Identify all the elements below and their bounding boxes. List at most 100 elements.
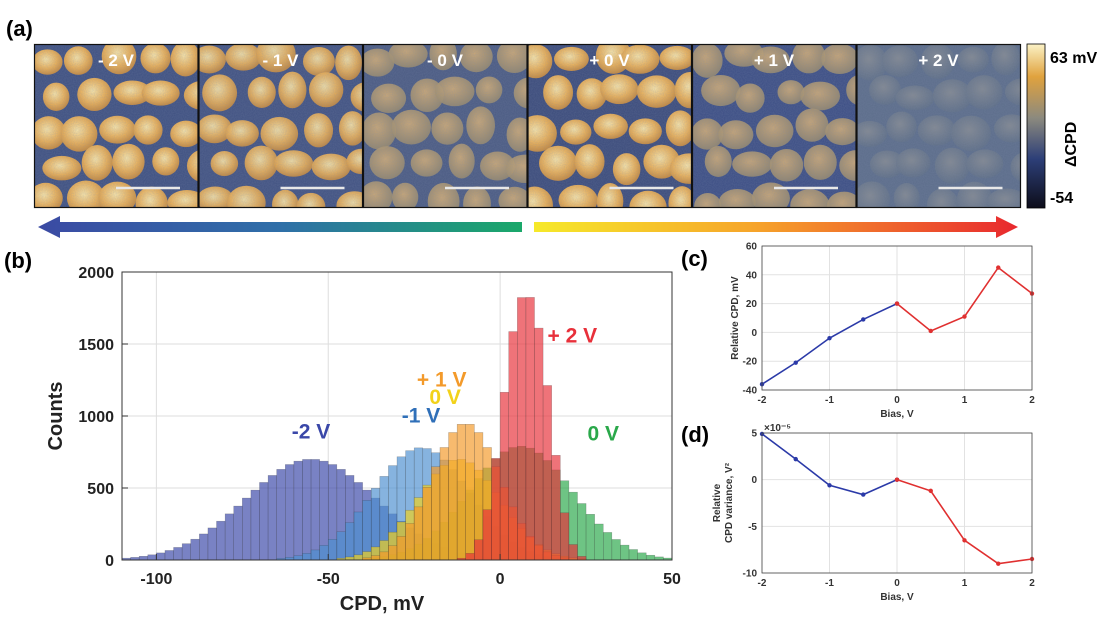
histogram-bar	[637, 552, 647, 561]
histogram-bar	[422, 487, 432, 561]
histogram-bar	[250, 489, 260, 561]
image-frame	[527, 43, 693, 209]
histogram-bar	[336, 531, 346, 561]
series-label: + 2 V	[548, 325, 598, 348]
histogram-bar	[138, 556, 149, 561]
histogram-bar	[370, 555, 381, 561]
data-point	[962, 314, 967, 319]
histogram-bar	[216, 520, 226, 561]
plot-frame	[761, 432, 1033, 574]
histogram-bar	[568, 544, 578, 561]
histogram-bar	[310, 459, 320, 561]
histogram-bar	[173, 547, 183, 561]
noise-overlay	[692, 44, 857, 208]
plot-frame	[761, 245, 1033, 391]
histogram-bar	[190, 538, 200, 561]
x-tick-label: 2	[1029, 578, 1035, 589]
kpfm-image: - 2 V	[33, 43, 199, 209]
colorbar-max-label: 63 mV	[1050, 50, 1097, 67]
data-point	[861, 492, 866, 497]
histogram-bar	[517, 297, 527, 561]
scale-label: ×10⁻⁵	[764, 423, 791, 434]
x-tick-label: -1	[825, 578, 834, 589]
kpfm-image: - 1 V	[198, 43, 364, 209]
y-tick-label: 40	[746, 270, 758, 281]
histogram-bar	[379, 551, 389, 561]
histogram-bar	[542, 385, 552, 561]
histogram-bar	[345, 522, 355, 561]
histogram-bar	[147, 554, 157, 561]
histogram-bar	[474, 539, 484, 561]
histogram-bar	[310, 549, 320, 561]
image-label: + 0 V	[589, 51, 630, 70]
kpfm-image: - 0 V	[362, 43, 528, 209]
x-tick-label: 50	[663, 571, 681, 588]
image-label: - 2 V	[98, 51, 135, 70]
bias-arrows	[38, 216, 1018, 238]
histogram-bar	[456, 424, 466, 561]
histogram-bar	[577, 503, 587, 561]
histogram-bar	[413, 506, 424, 561]
histogram-bar	[551, 455, 561, 561]
histogram-bar	[156, 552, 166, 561]
histogram-bar	[448, 432, 458, 561]
x-tick-label: -1	[825, 395, 834, 406]
image-label: + 2 V	[918, 51, 959, 70]
histogram-bar	[293, 460, 303, 561]
histogram-bar	[302, 459, 312, 561]
x-tick-label: 1	[962, 395, 968, 406]
histogram-bar	[285, 464, 295, 561]
image-frame	[33, 43, 199, 209]
y-tick-label: 0	[751, 475, 757, 486]
y-tick-label: -5	[748, 522, 757, 533]
histogram-bar	[465, 553, 475, 561]
histogram-bar	[439, 447, 449, 561]
data-point	[996, 265, 1001, 270]
histogram-bar	[560, 512, 570, 561]
data-point	[827, 335, 832, 341]
y-axis-label: Counts	[45, 382, 67, 451]
x-axis-label: CPD, mV	[340, 593, 425, 615]
noise-overlay	[527, 44, 692, 208]
series-label: -2 V	[292, 420, 331, 443]
image-frame	[691, 43, 857, 209]
panel-label-a: (a)	[6, 16, 33, 41]
histogram-bar	[302, 553, 312, 561]
colorbar-gradient	[1026, 43, 1046, 209]
data-point	[996, 561, 1001, 566]
histogram-bar	[645, 554, 656, 561]
histogram-bar	[353, 511, 363, 561]
x-axis-label: Bias, V	[880, 592, 914, 603]
colorbar-min-label: -54	[1050, 190, 1073, 207]
y-tick-label: 5	[751, 429, 757, 440]
kpfm-image-strip: - 2 V - 1 V - 0 V + 0 V + 1 V + 2 V	[33, 43, 1022, 209]
arrow-negative-bias	[38, 216, 522, 238]
histogram-bar	[628, 549, 638, 561]
x-tick-label: 2	[1029, 395, 1035, 406]
histogram-bar	[499, 391, 509, 561]
histogram-bar	[233, 505, 243, 561]
y-tick-label: 20	[746, 299, 758, 310]
data-point	[928, 328, 933, 334]
series-label: 0 V	[429, 386, 461, 409]
x-tick-label: 1	[962, 578, 968, 589]
histogram-bar	[293, 555, 303, 561]
data-point	[962, 538, 967, 543]
noise-overlay	[198, 44, 363, 208]
histogram-bar	[405, 523, 415, 561]
histogram-bar	[611, 539, 621, 561]
kpfm-image: + 0 V	[527, 43, 693, 209]
image-label: - 1 V	[263, 51, 300, 70]
data-point	[793, 456, 798, 462]
histogram-bar	[491, 458, 501, 561]
y-axis-label: RelativeCPD variance, V²	[712, 462, 735, 543]
y-tick-label: 1000	[78, 409, 114, 426]
relative-cpd-plot: -2 -1 0 1 2 -40 -20 0 20 40 60 Bias, V Relative CPD,…	[730, 242, 1035, 421]
x-tick-label: -50	[317, 571, 340, 588]
arrow-positive-bias	[534, 216, 1018, 238]
data-point	[894, 301, 900, 306]
histogram-bar	[594, 523, 604, 561]
